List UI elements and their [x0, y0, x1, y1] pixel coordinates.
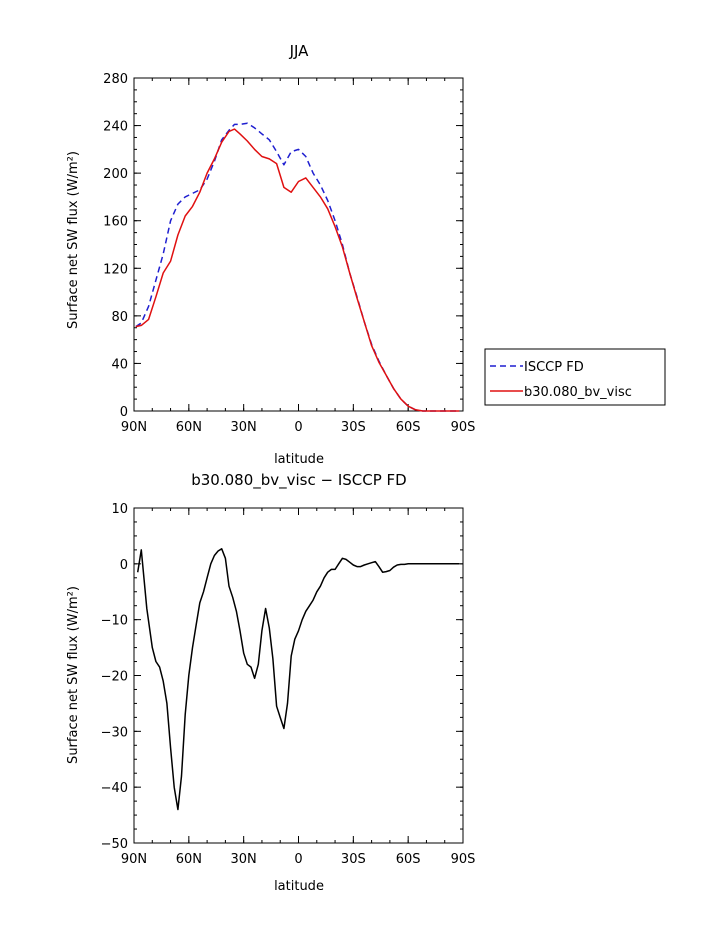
legend-box	[484, 348, 666, 406]
y-tick-label-minus-40: −40	[101, 781, 128, 796]
y-tick-label-120: 120	[103, 262, 128, 277]
x-tick-label-60n: 60N	[176, 852, 202, 867]
x-tick-label-90s: 90S	[451, 420, 476, 435]
series-line-b30-080-bv-visc	[135, 128, 460, 412]
legend-label-isccp-fd: ISCCP FD	[524, 360, 584, 375]
x-tick-label-0: 0	[294, 420, 302, 435]
x-tick-label-30n: 30N	[231, 852, 257, 867]
x-tick-label-30s: 30S	[341, 852, 366, 867]
y-tick-label-280: 280	[103, 72, 128, 87]
y-tick-label-200: 200	[103, 167, 128, 182]
x-tick-label-60s: 60S	[396, 420, 421, 435]
top-panel-jja: JJA Surface net SW flux (W/m²) latitude …	[66, 42, 475, 467]
x-tick-label-90s: 90S	[451, 852, 476, 867]
y-tick-label-0: 0	[120, 558, 128, 573]
y-tick-label-80: 80	[111, 310, 128, 325]
y-tick-label-minus-50: −50	[101, 837, 128, 852]
x-tick-label-30n: 30N	[231, 420, 257, 435]
x-tick-label-0: 0	[294, 852, 302, 867]
y-tick-label-minus-30: −30	[101, 725, 128, 740]
bottom-y-axis-title: Surface net SW flux (W/m²)	[66, 586, 81, 764]
plot-frame	[133, 77, 464, 412]
top-y-axis-title: Surface net SW flux (W/m²)	[66, 151, 81, 329]
x-tick-label-90n: 90N	[121, 852, 147, 867]
y-tick-label-160: 160	[103, 215, 128, 230]
plot-frame	[133, 507, 464, 844]
legend: ISCCP FD b30.080_bv_visc	[484, 348, 666, 406]
top-x-axis-title: latitude	[274, 452, 324, 467]
legend-label-b30-080-bv-visc: b30.080_bv_visc	[524, 385, 632, 400]
y-tick-label-10: 10	[111, 502, 128, 517]
top-chart-title: JJA	[289, 42, 310, 60]
x-tick-label-30s: 30S	[341, 420, 366, 435]
y-tick-label-40: 40	[111, 357, 128, 372]
y-tick-label-0: 0	[120, 405, 128, 420]
y-tick-label-minus-20: −20	[101, 670, 128, 685]
bottom-panel-difference: b30.080_bv_visc − ISCCP FD Surface net S…	[66, 471, 475, 894]
series-line-b30-080-bv-visc-isccp-fd	[136, 548, 460, 811]
y-tick-label-minus-10: −10	[101, 614, 128, 629]
bottom-x-axis-title: latitude	[274, 879, 324, 894]
x-tick-label-60s: 60S	[396, 852, 421, 867]
y-tick-label-240: 240	[103, 120, 128, 135]
x-tick-label-90n: 90N	[121, 420, 147, 435]
series-line-isccp-fd	[135, 122, 460, 412]
x-tick-label-60n: 60N	[176, 420, 202, 435]
bottom-chart-title: b30.080_bv_visc − ISCCP FD	[191, 471, 407, 490]
